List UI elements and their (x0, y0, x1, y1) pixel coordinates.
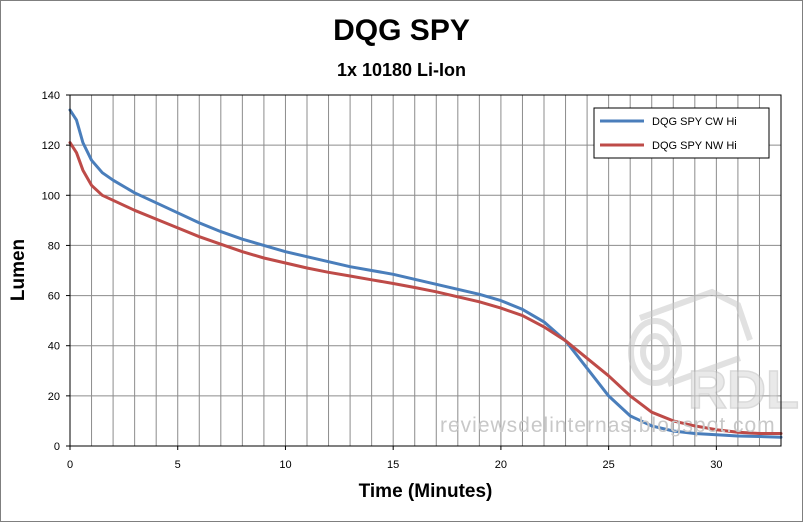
plot-border (69, 94, 782, 447)
y-tick-label: 40 (48, 341, 60, 353)
watermark-logo-text: RDL (688, 360, 799, 420)
y-tick-label: 80 (48, 240, 60, 252)
rdl-logo: RDL (628, 288, 800, 421)
series-line-1 (68, 108, 783, 439)
series-layer (68, 108, 783, 439)
x-tick-label: 0 (67, 459, 73, 471)
legend: DQG SPY CW Hi DQG SPY NW Hi (593, 107, 770, 159)
x-tick-label: 25 (603, 459, 615, 471)
chart-subtitle: 1x 10180 Li-Ion (336, 60, 467, 80)
watermark-site-text: reviewsdelinternas.blogspot.com (440, 414, 776, 437)
legend-label: DQG SPY CW Hi (652, 116, 737, 128)
axis-ticks: 0 20 40 60 80 100 120 140 0 5 10 15 20 25 30 (42, 90, 723, 471)
legend-box (593, 107, 770, 159)
y-tick-label: 140 (42, 90, 60, 102)
chart-title: DQG SPY (333, 14, 470, 47)
y-tick-label: 120 (42, 140, 60, 152)
y-tick-label: 20 (48, 391, 60, 403)
y-tick-label: 100 (42, 190, 60, 202)
x-tick-label: 20 (495, 459, 507, 471)
y-axis-label: Lumen (8, 238, 29, 302)
x-tick-label: 30 (710, 459, 722, 471)
legend-label: DQG SPY NW Hi (652, 140, 737, 152)
x-axis-label: Time (Minutes) (358, 481, 493, 502)
y-tick-label: 60 (48, 291, 60, 303)
x-tick-label: 15 (387, 459, 399, 471)
series-line-2 (68, 141, 783, 435)
x-tick-label: 5 (175, 459, 181, 471)
y-tick-label: 0 (54, 441, 60, 453)
x-tick-label: 10 (279, 459, 291, 471)
